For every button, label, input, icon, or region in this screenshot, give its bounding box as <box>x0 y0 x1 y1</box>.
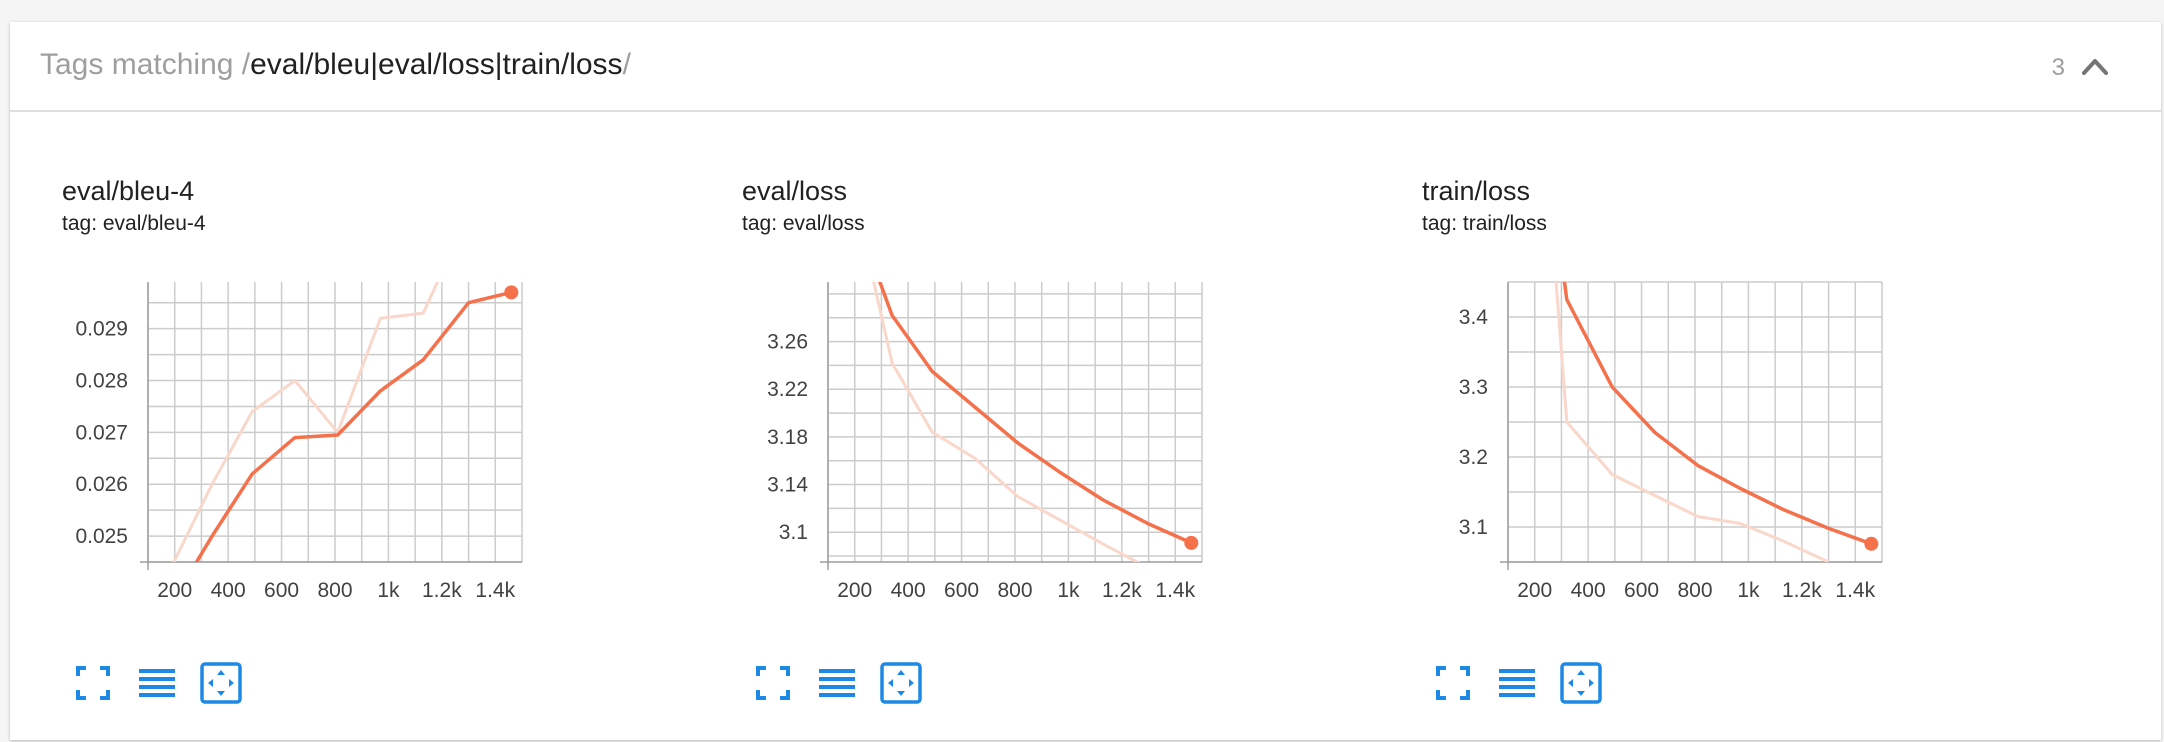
raw-series-line <box>872 282 1141 562</box>
card-title: eval/loss <box>742 176 848 206</box>
fit-domain-icon[interactable] <box>1560 662 1602 704</box>
tag-group-header[interactable]: Tags matching /eval/bleu|eval/loss|train… <box>10 22 2161 112</box>
grid <box>1507 281 1883 563</box>
latest-point-marker <box>1864 536 1879 551</box>
y-tick-label: 3.3 <box>1459 376 1488 399</box>
chart-card-bleu: eval/bleu-4 tag: eval/bleu-4 200 400 600 80… <box>20 132 700 722</box>
card-tag-label: tag: eval/bleu-4 <box>62 212 206 235</box>
raw-series-line <box>1554 282 1830 562</box>
fit-domain-icon[interactable] <box>880 662 922 704</box>
fullscreen-icon[interactable] <box>72 662 114 704</box>
y-tick-label: 3.14 <box>767 474 808 497</box>
latest-point-marker <box>1184 535 1199 550</box>
x-tick-label: 1.4k <box>1835 579 1875 602</box>
y-tick-label: 0.029 <box>75 318 128 341</box>
regex-slash-close: / <box>622 48 631 81</box>
tag-filter-heading: Tags matching /eval/bleu|eval/loss|train… <box>40 48 631 82</box>
y-tick-label: 3.4 <box>1459 306 1489 329</box>
chart-train-loss[interactable]: 200 400 600 800 1k 1.2k 1.4k 3.1 3.2 3.3 3.4 <box>1380 132 2060 652</box>
y-tick-label: 0.028 <box>75 370 128 393</box>
x-tick-label: 800 <box>317 579 352 602</box>
x-tick-label: 1k <box>377 579 400 602</box>
x-tick-label: 1.2k <box>1782 579 1822 602</box>
chart-eval-loss[interactable]: 200 400 600 800 1k 1.2k 1.4k 3.1 3.14 3.18 3.22 3.2… <box>700 132 1380 652</box>
grid <box>827 282 1203 562</box>
log-scale-icon[interactable] <box>1496 662 1538 704</box>
x-tick-label: 1k <box>1057 579 1080 602</box>
regex-slash-open: / <box>241 48 251 81</box>
x-tick-label: 200 <box>157 579 192 602</box>
card-title: train/loss <box>1422 176 1531 206</box>
x-tick-label: 400 <box>211 579 246 602</box>
smoothed-series-line <box>194 290 512 562</box>
y-tick-label: 3.18 <box>767 426 808 449</box>
chart-card-eval-loss: eval/loss tag: eval/loss 200 400 600 800 1k 1… <box>700 132 1380 722</box>
y-tick-label: 0.026 <box>75 473 128 496</box>
x-tick-label: 600 <box>944 579 979 602</box>
tag-regex: eval/bleu|eval/loss|train/loss <box>250 48 623 81</box>
card-title: eval/bleu-4 <box>62 176 195 206</box>
x-tick-label: 1.4k <box>475 579 515 602</box>
y-tick-label: 3.1 <box>1459 516 1488 539</box>
y-tick-label: 0.027 <box>75 421 128 444</box>
y-tick-label: 3.2 <box>1459 446 1488 469</box>
x-tick-label: 1.4k <box>1155 579 1195 602</box>
card-tag-label: tag: train/loss <box>1422 212 1547 235</box>
x-tick-label: 600 <box>264 579 299 602</box>
x-tick-label: 400 <box>1571 579 1606 602</box>
tags-matching-label: Tags matching <box>40 48 242 81</box>
tag-count: 3 <box>2051 54 2065 81</box>
chevron-up-icon[interactable] <box>2081 56 2109 76</box>
x-tick-label: 1.2k <box>422 579 462 602</box>
x-tick-label: 200 <box>1517 579 1552 602</box>
x-tick-label: 1k <box>1737 579 1760 602</box>
x-tick-label: 200 <box>837 579 872 602</box>
raw-series-line <box>172 282 440 562</box>
fullscreen-icon[interactable] <box>1432 662 1474 704</box>
tag-group-pane: Tags matching /eval/bleu|eval/loss|train… <box>10 22 2161 740</box>
y-tick-label: 0.025 <box>75 525 128 548</box>
fullscreen-icon[interactable] <box>752 662 794 704</box>
chart-bleu[interactable]: 200 400 600 800 1k 1.2k 1.4k 0.025 0.026 0.027 0.0… <box>20 132 700 652</box>
log-scale-icon[interactable] <box>816 662 858 704</box>
log-scale-icon[interactable] <box>136 662 178 704</box>
fit-domain-icon[interactable] <box>200 662 242 704</box>
smoothed-series-line <box>878 282 1193 545</box>
x-tick-label: 600 <box>1624 579 1659 602</box>
x-tick-label: 800 <box>997 579 1032 602</box>
x-tick-label: 400 <box>891 579 926 602</box>
latest-point-marker <box>504 285 519 300</box>
grid <box>147 282 523 563</box>
y-tick-label: 3.26 <box>767 331 808 354</box>
smoothed-series-line <box>1562 282 1872 546</box>
x-tick-label: 800 <box>1677 579 1712 602</box>
chart-card-train-loss: train/loss tag: train/loss 200 400 600 800 1… <box>1380 132 2060 722</box>
y-tick-label: 3.1 <box>779 521 808 544</box>
y-tick-label: 3.22 <box>767 378 808 401</box>
x-tick-label: 1.2k <box>1102 579 1142 602</box>
card-tag-label: tag: eval/loss <box>742 212 865 235</box>
